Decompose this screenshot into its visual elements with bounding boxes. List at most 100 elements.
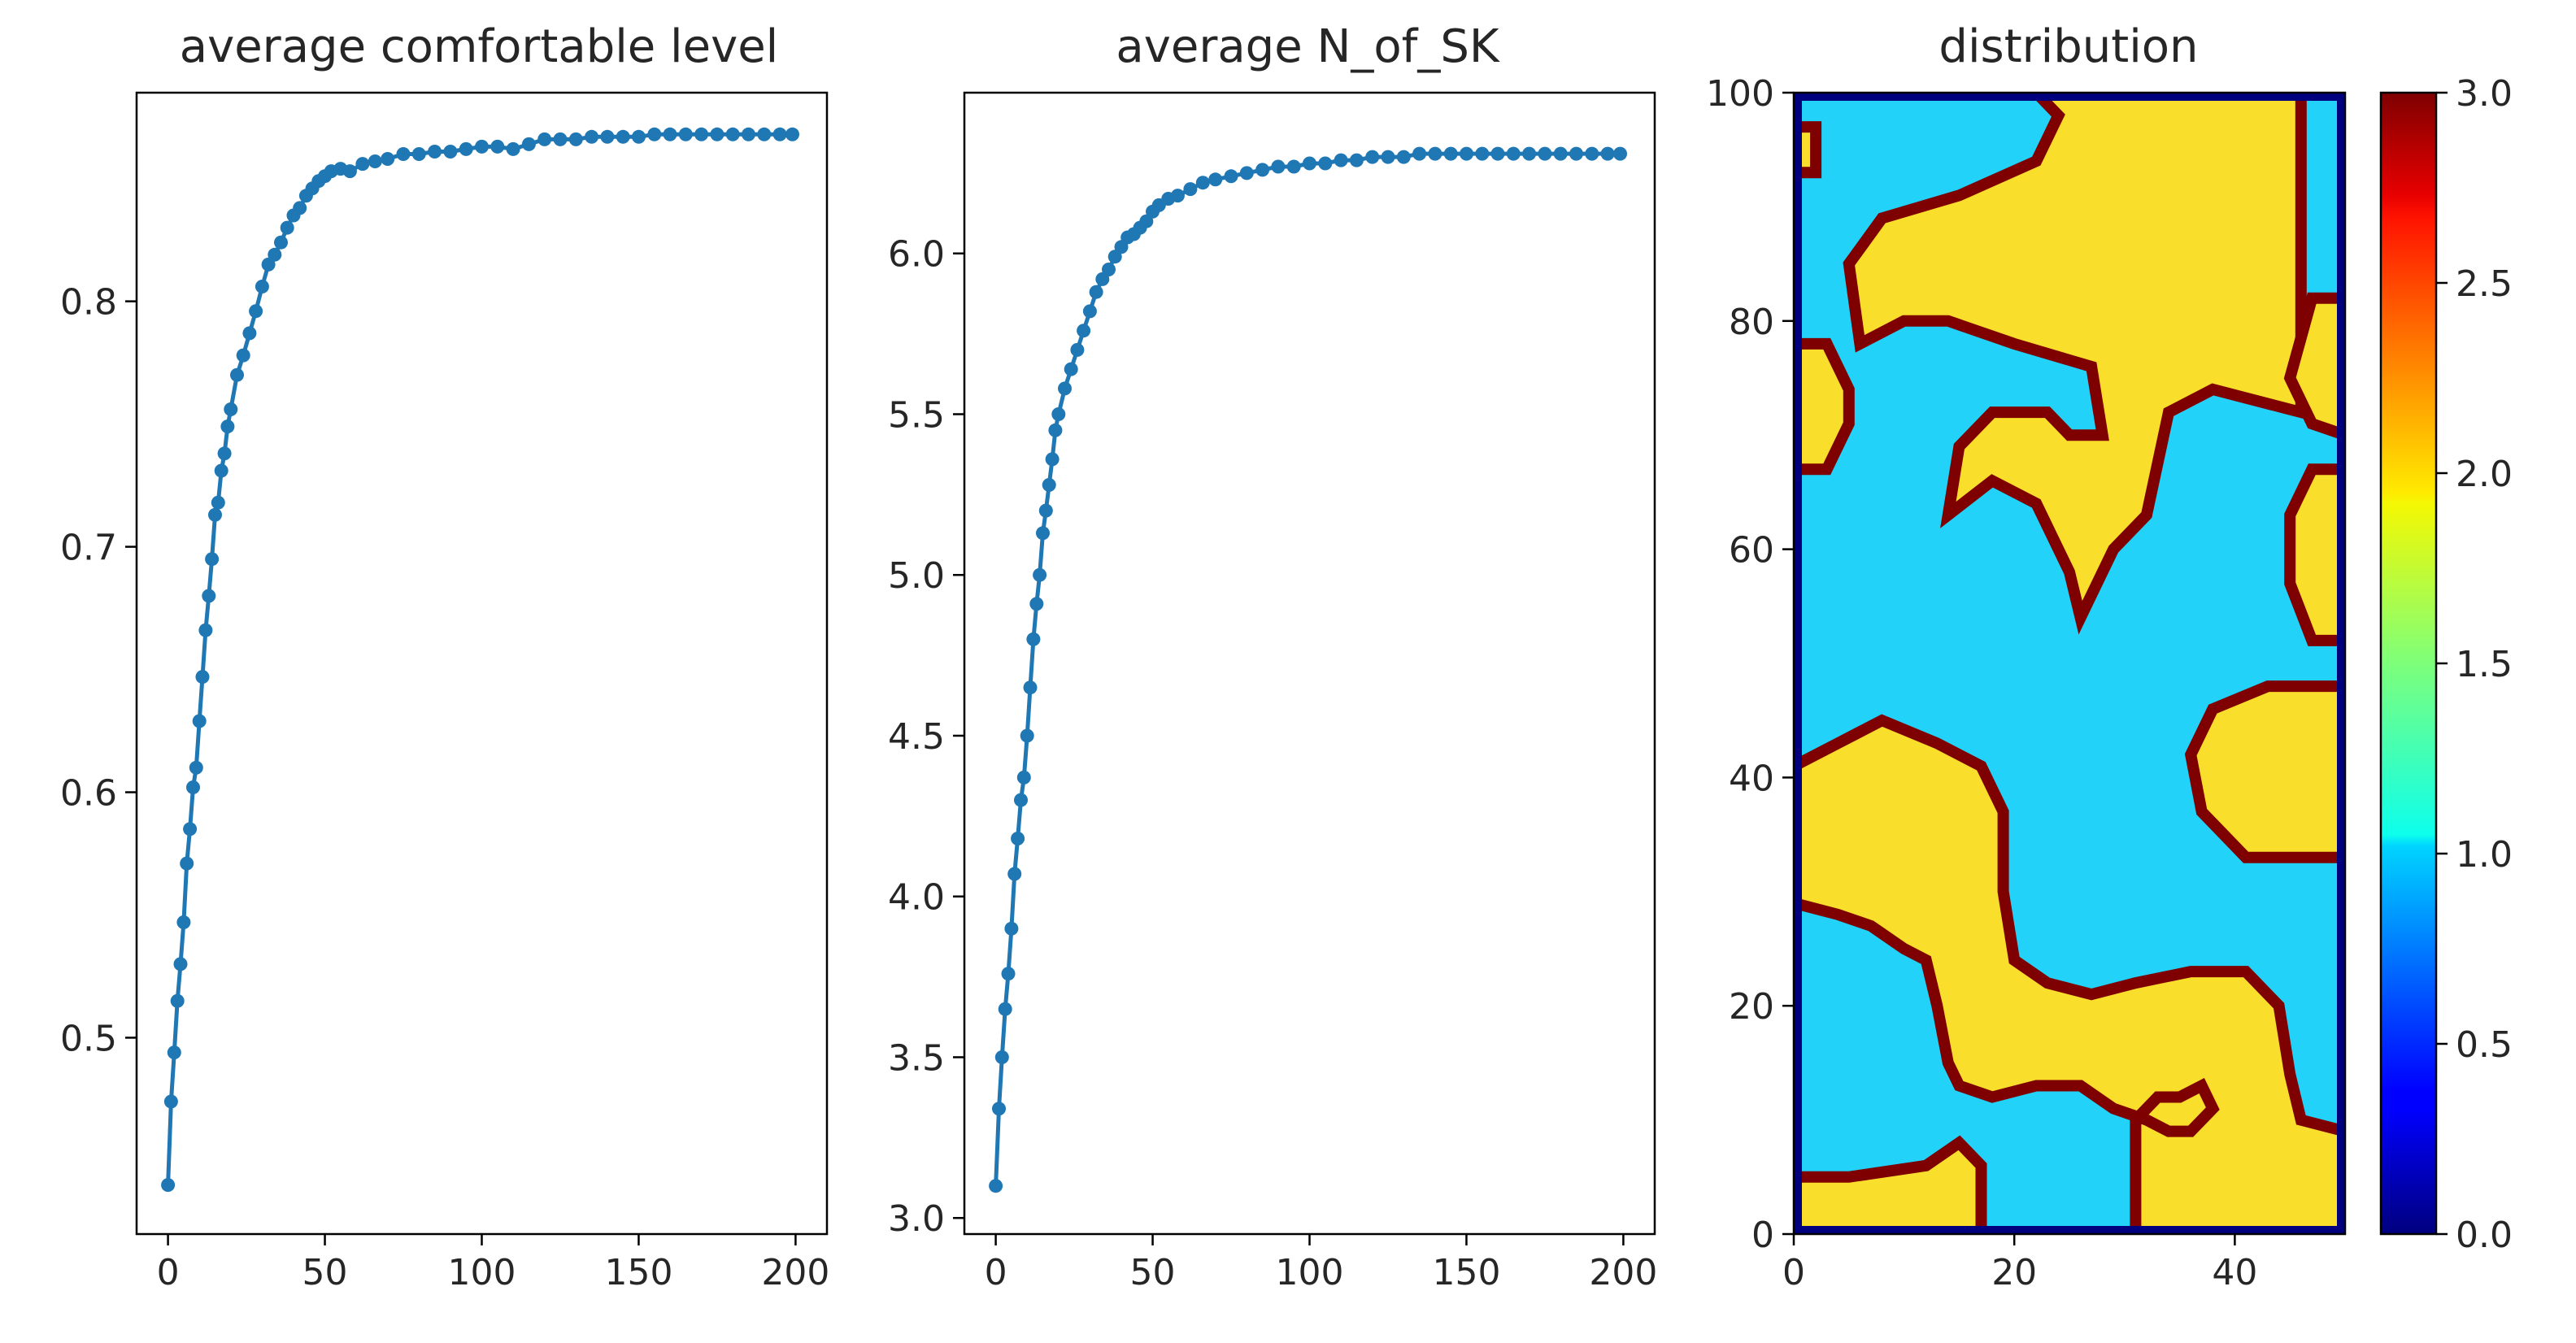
data-point — [192, 714, 207, 728]
colorbar-gradient — [2381, 93, 2436, 1234]
data-point — [186, 780, 200, 794]
y-tick-label: 60 — [1729, 530, 1774, 572]
data-point — [1020, 728, 1034, 743]
data-point — [1058, 381, 1072, 396]
data-point — [173, 957, 188, 971]
axes-frame — [135, 91, 829, 1236]
data-point — [1286, 159, 1301, 174]
heatmap-cells — [1794, 93, 2345, 1234]
x-tick-label: 0 — [985, 1252, 1007, 1293]
data-point — [1475, 146, 1490, 161]
data-point — [475, 139, 489, 154]
heatmap-edge — [1794, 93, 2345, 1234]
data-point — [342, 164, 357, 179]
data-point — [274, 235, 288, 250]
data-point — [1613, 146, 1627, 161]
data-point — [1538, 146, 1552, 161]
y-tick-label: 0.6 — [60, 773, 117, 815]
heatmap-region — [2284, 463, 2345, 646]
data-point — [616, 129, 630, 144]
data-point — [293, 201, 307, 215]
colorbar-tick-label: 2.5 — [2456, 263, 2513, 305]
data-point — [1428, 146, 1442, 161]
data-point — [214, 463, 228, 478]
data-point — [261, 257, 276, 272]
chart-title: distribution — [1939, 20, 2198, 73]
data-point — [411, 147, 426, 161]
y-tick-label: 5.0 — [888, 555, 945, 597]
colorbar-tick-label: 0.5 — [2456, 1024, 2513, 1066]
data-point — [220, 419, 235, 434]
data-point — [242, 326, 257, 341]
data-point — [443, 145, 458, 159]
data-point — [255, 280, 269, 293]
data-point — [1334, 153, 1348, 167]
x-tick-label: 200 — [1589, 1252, 1657, 1293]
chart-title: average N_of_SK — [1116, 20, 1499, 73]
data-point — [1051, 407, 1066, 421]
heatmap-region — [1794, 1135, 1987, 1234]
y-tick-label: 6.0 — [888, 234, 945, 276]
data-point — [1585, 146, 1599, 161]
y-tick-label: 20 — [1729, 986, 1774, 1028]
data-point — [757, 127, 772, 141]
y-tick-label: 0.7 — [60, 528, 117, 569]
y-tick-label: 4.0 — [888, 877, 945, 919]
data-point — [236, 348, 250, 363]
heatmap-distribution: distribution 0 20 40 0 20 40 60 80 100 0.0 0.5 1.0… — [1706, 20, 2513, 1293]
data-point — [994, 1050, 1009, 1064]
data-point — [1089, 285, 1103, 299]
x-tick-label: 200 — [761, 1252, 829, 1293]
heatmap-region — [2184, 680, 2345, 863]
data-point — [772, 127, 787, 141]
data-point — [1033, 567, 1047, 582]
heatmap-image: 0 20 40 0 20 40 60 80 100 — [1706, 73, 2345, 1293]
data-point — [459, 141, 473, 156]
data-point — [176, 915, 191, 929]
y-tick-label: 5.5 — [888, 394, 945, 436]
x-tick-label: 50 — [1130, 1252, 1176, 1293]
colorbar-tick-label: 2.0 — [2456, 454, 2513, 495]
data-point — [1082, 304, 1097, 319]
data-point — [521, 137, 536, 151]
data-point — [1522, 146, 1537, 161]
data-point — [224, 402, 238, 416]
data-point — [1195, 176, 1210, 190]
data-point — [992, 1102, 1006, 1116]
data-point — [1239, 166, 1254, 180]
heatmap-region — [1794, 714, 2345, 1234]
x-tick-label: 40 — [2212, 1252, 2257, 1293]
data-point — [249, 304, 263, 319]
data-point — [1506, 146, 1521, 161]
data-point — [280, 220, 294, 235]
data-point — [1349, 153, 1364, 167]
y-tick-label: 0 — [1751, 1215, 1774, 1256]
data-point — [506, 141, 520, 156]
y-tick-label: 3.0 — [888, 1198, 945, 1240]
data-point — [742, 127, 755, 141]
heatmap-region — [1843, 93, 2307, 635]
data-point — [1026, 632, 1041, 646]
y-tick-label: 0.5 — [60, 1018, 117, 1059]
y-tick-label: 100 — [1706, 73, 1774, 115]
data-point — [1045, 452, 1060, 467]
data-point — [1255, 163, 1270, 177]
data-point — [161, 1178, 176, 1193]
data-point — [1016, 770, 1031, 785]
data-point — [1004, 921, 1019, 936]
data-point — [1029, 597, 1044, 611]
data-point — [1412, 146, 1427, 161]
data-point — [195, 670, 210, 685]
data-point — [1396, 150, 1411, 164]
x-tick-label: 20 — [1991, 1252, 2037, 1293]
heatmap-region — [1794, 337, 1855, 476]
y-tick-label: 3.5 — [888, 1037, 945, 1079]
data-point — [1007, 867, 1022, 881]
data-point — [180, 856, 194, 871]
data-point — [600, 129, 615, 144]
data-point — [1014, 793, 1028, 807]
data-point — [1365, 150, 1380, 164]
data-point — [1490, 146, 1505, 161]
colorbar-tick-label: 3.0 — [2456, 73, 2513, 115]
data-point — [785, 127, 799, 141]
